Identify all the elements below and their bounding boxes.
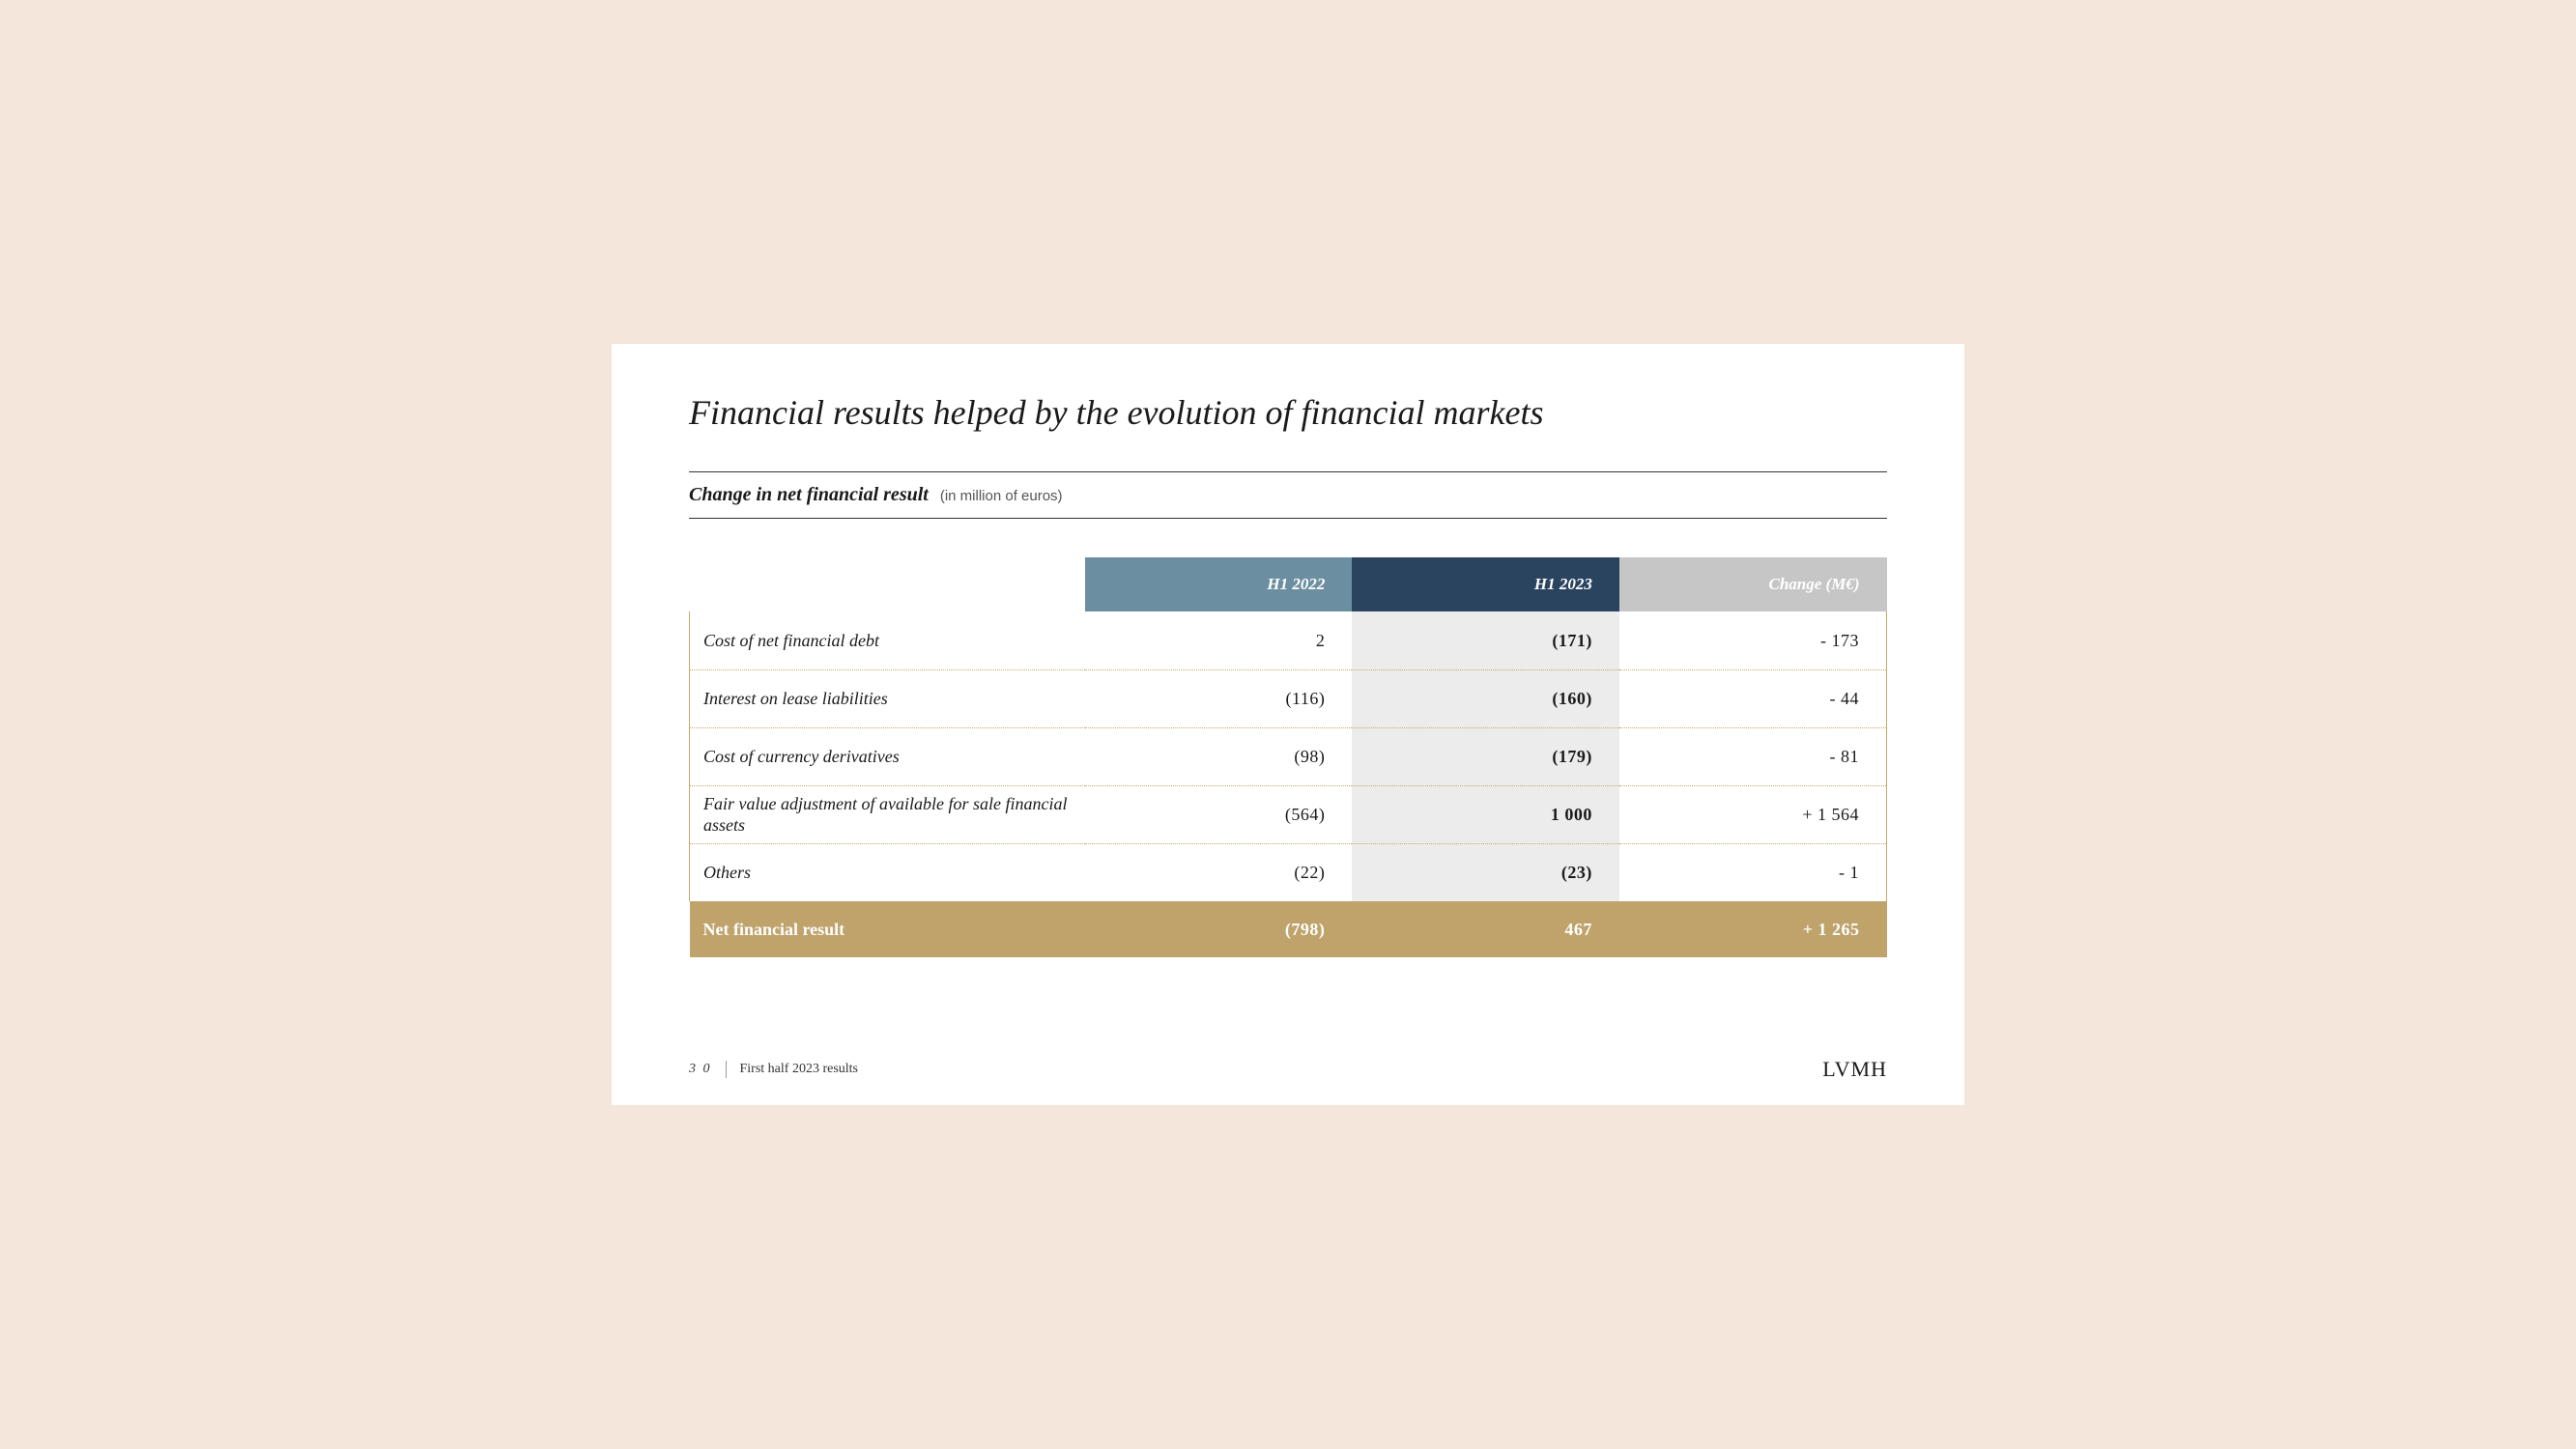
cell-h1-2023: 1 000 <box>1352 785 1619 843</box>
cell-change: - 173 <box>1619 611 1887 669</box>
cell-h1-2022: (98) <box>1085 727 1353 785</box>
row-label: Cost of net financial debt <box>690 611 1085 669</box>
cell-h1-2022: (564) <box>1085 785 1353 843</box>
subtitle-note: (in million of euros) <box>940 488 1063 504</box>
cell-h1-2022: 2 <box>1085 611 1353 669</box>
table-total-row: Net financial result (798) 467 + 1 265 <box>690 901 1887 957</box>
cell-h1-2023: (23) <box>1352 843 1619 901</box>
row-label: Fair value adjustment of available for s… <box>690 785 1085 843</box>
brand-logo: LVMH <box>1822 1057 1887 1082</box>
table-row: Fair value adjustment of available for s… <box>690 785 1887 843</box>
subtitle: Change in net financial result <box>689 484 929 506</box>
header-blank <box>690 557 1085 611</box>
cell-h1-2023: (179) <box>1352 727 1619 785</box>
cell-h1-2022: (116) <box>1085 669 1353 727</box>
total-label: Net financial result <box>690 901 1085 957</box>
footer-divider-icon <box>726 1061 727 1078</box>
page-number: 3 0 <box>689 1062 712 1077</box>
total-change: + 1 265 <box>1619 901 1887 957</box>
footer-left: 3 0 First half 2023 results <box>689 1061 858 1078</box>
cell-change: - 1 <box>1619 843 1887 901</box>
row-label: Others <box>690 843 1085 901</box>
cell-change: + 1 564 <box>1619 785 1887 843</box>
table-row: Interest on lease liabilities (116) (160… <box>690 669 1887 727</box>
table-header-row: H1 2022 H1 2023 Change (M€) <box>690 557 1887 611</box>
slide-title: Financial results helped by the evolutio… <box>689 392 1887 433</box>
subtitle-bar: Change in net financial result (in milli… <box>689 471 1887 519</box>
cell-change: - 81 <box>1619 727 1887 785</box>
row-label: Cost of currency derivatives <box>690 727 1085 785</box>
cell-h1-2022: (22) <box>1085 843 1353 901</box>
financial-table: H1 2022 H1 2023 Change (M€) Cost of net … <box>689 557 1887 957</box>
header-h1-2022: H1 2022 <box>1085 557 1353 611</box>
total-h1-2022: (798) <box>1085 901 1353 957</box>
table-row: Cost of currency derivatives (98) (179) … <box>690 727 1887 785</box>
footer-text: First half 2023 results <box>740 1062 859 1077</box>
slide: Financial results helped by the evolutio… <box>612 344 1964 1105</box>
header-h1-2023: H1 2023 <box>1352 557 1619 611</box>
header-change: Change (M€) <box>1619 557 1887 611</box>
cell-h1-2023: (160) <box>1352 669 1619 727</box>
financial-table-wrap: H1 2022 H1 2023 Change (M€) Cost of net … <box>689 557 1887 1076</box>
cell-change: - 44 <box>1619 669 1887 727</box>
table-row: Cost of net financial debt 2 (171) - 173 <box>690 611 1887 669</box>
row-label: Interest on lease liabilities <box>690 669 1085 727</box>
table-row: Others (22) (23) - 1 <box>690 843 1887 901</box>
cell-h1-2023: (171) <box>1352 611 1619 669</box>
total-h1-2023: 467 <box>1352 901 1619 957</box>
slide-footer: 3 0 First half 2023 results LVMH <box>689 1057 1887 1082</box>
